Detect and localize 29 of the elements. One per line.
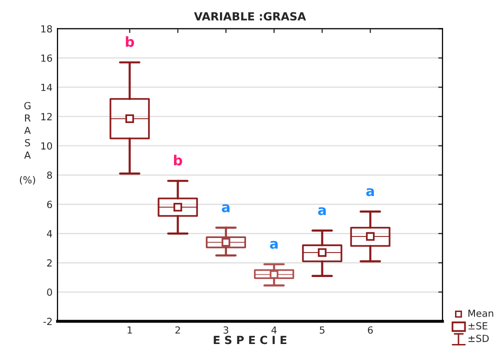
text: ±SD: [468, 334, 489, 342]
text: ±SE: [468, 322, 488, 330]
text: GRASA (%): [20, 102, 36, 185]
y-tick-label: 10: [41, 142, 52, 150]
annotation: a: [222, 204, 230, 212]
annotation: b: [174, 154, 182, 166]
y-tick-label: 0: [47, 288, 52, 296]
annotation: a: [366, 188, 374, 196]
annotation: a: [318, 207, 326, 216]
y-tick-label: 4: [46, 230, 52, 238]
chart-title: VARIABLE :GRASA: [194, 12, 306, 21]
x-tick-label: 1: [128, 326, 132, 334]
y-tick-label: 6: [47, 200, 52, 208]
text: Mean: [468, 310, 494, 317]
annotation: b: [126, 36, 134, 47]
x-axis-title: E S P E C I E: [214, 336, 286, 344]
y-tick-label: 14: [41, 84, 52, 91]
y-tick-label: 18: [41, 25, 52, 33]
x-tick-label: 6: [368, 326, 373, 334]
y-tick-label: 12: [41, 112, 52, 120]
y-tick-label: 8: [47, 171, 52, 179]
annotation: a: [270, 240, 278, 249]
y-tick-label: -2: [43, 318, 52, 325]
x-tick-label: 2: [175, 326, 180, 334]
x-tick-label: 3: [224, 326, 228, 334]
y-tick-label: 16: [41, 54, 52, 62]
y-tick-label: 2: [47, 259, 52, 266]
x-tick-label: 4: [271, 326, 277, 334]
x-tick-label: 5: [320, 326, 324, 334]
